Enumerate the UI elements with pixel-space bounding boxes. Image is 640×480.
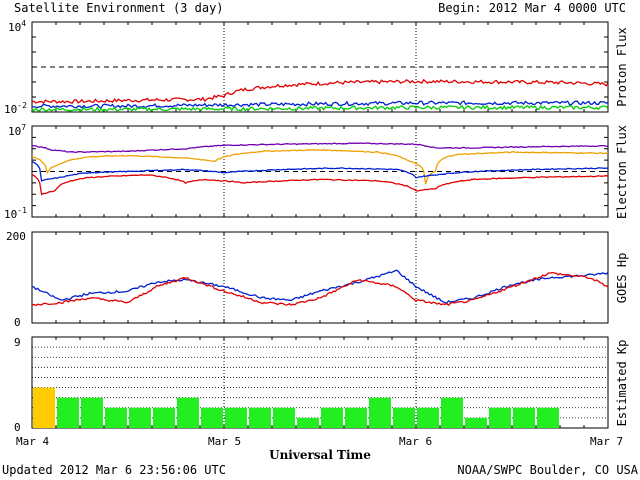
electron-flux-ylabel: Electron Flux — [615, 125, 629, 219]
kp-bar — [441, 397, 463, 428]
kp-bar — [345, 407, 367, 428]
credit-line: NOAA/SWPC Boulder, CO USA — [457, 463, 638, 477]
goes-hp-ylabel: GOES Hp — [615, 253, 629, 304]
kp-ytick-top: 9 — [14, 336, 21, 349]
kp-bar — [81, 397, 103, 428]
kp-bar — [201, 407, 223, 428]
proton-flux-ylabel: Proton Flux — [615, 27, 629, 106]
electron-flux-panel-series-blue — [31, 161, 609, 182]
goes-hp-panel-series-red — [31, 271, 609, 307]
hp-ytick-bottom: 0 — [14, 316, 21, 329]
electron-flux-panel-series-red — [31, 174, 609, 196]
xtick-mar4: Mar 4 — [16, 435, 49, 448]
kp-ytick-bottom: 0 — [14, 421, 21, 434]
kp-bar — [225, 407, 247, 428]
kp-bar — [297, 417, 319, 428]
electron-ytick-top: 107 — [8, 123, 26, 138]
kp-bar — [273, 407, 295, 428]
kp-bar — [153, 407, 175, 428]
electron-flux-panel-series-orange — [31, 148, 609, 185]
kp-bar — [369, 397, 391, 428]
begin-date: Begin: 2012 Mar 4 0000 UTC — [438, 1, 626, 15]
kp-bar — [465, 417, 487, 428]
proton-ytick-bottom: 10-2 — [4, 101, 27, 116]
proton-flux-panel-series-blue — [31, 100, 609, 109]
kp-bar — [537, 407, 559, 428]
x-axis-label: Universal Time — [269, 448, 371, 462]
kp-bar — [513, 407, 535, 428]
updated-timestamp: Updated 2012 Mar 6 23:56:06 UTC — [2, 463, 226, 477]
kp-bar — [417, 407, 439, 428]
kp-bar — [57, 397, 79, 428]
electron-ytick-bottom: 10-1 — [4, 206, 27, 221]
xtick-mar6: Mar 6 — [399, 435, 432, 448]
goes-hp-panel-series-blue — [31, 269, 609, 304]
kp-bar — [105, 407, 127, 428]
hp-ytick-top: 200 — [6, 230, 26, 243]
xtick-mar7: Mar 7 — [590, 435, 623, 448]
kp-bar — [177, 397, 199, 428]
kp-bar — [489, 407, 511, 428]
proton-flux-panel-series-green — [31, 104, 609, 113]
chart-title: Satellite Environment (3 day) — [14, 1, 224, 15]
estimated-kp-ylabel: Estimated Kp — [615, 340, 629, 427]
kp-bar — [321, 407, 343, 428]
goes-hp-panel-frame — [31, 231, 609, 324]
xtick-mar5: Mar 5 — [208, 435, 241, 448]
kp-bar — [33, 387, 55, 428]
kp-bar — [129, 407, 151, 428]
proton-flux-panel-series-red — [31, 78, 609, 104]
electron-flux-panel-series-purple — [31, 142, 609, 154]
kp-bar — [249, 407, 271, 428]
kp-bar — [393, 407, 415, 428]
proton-ytick-top: 104 — [8, 19, 26, 34]
